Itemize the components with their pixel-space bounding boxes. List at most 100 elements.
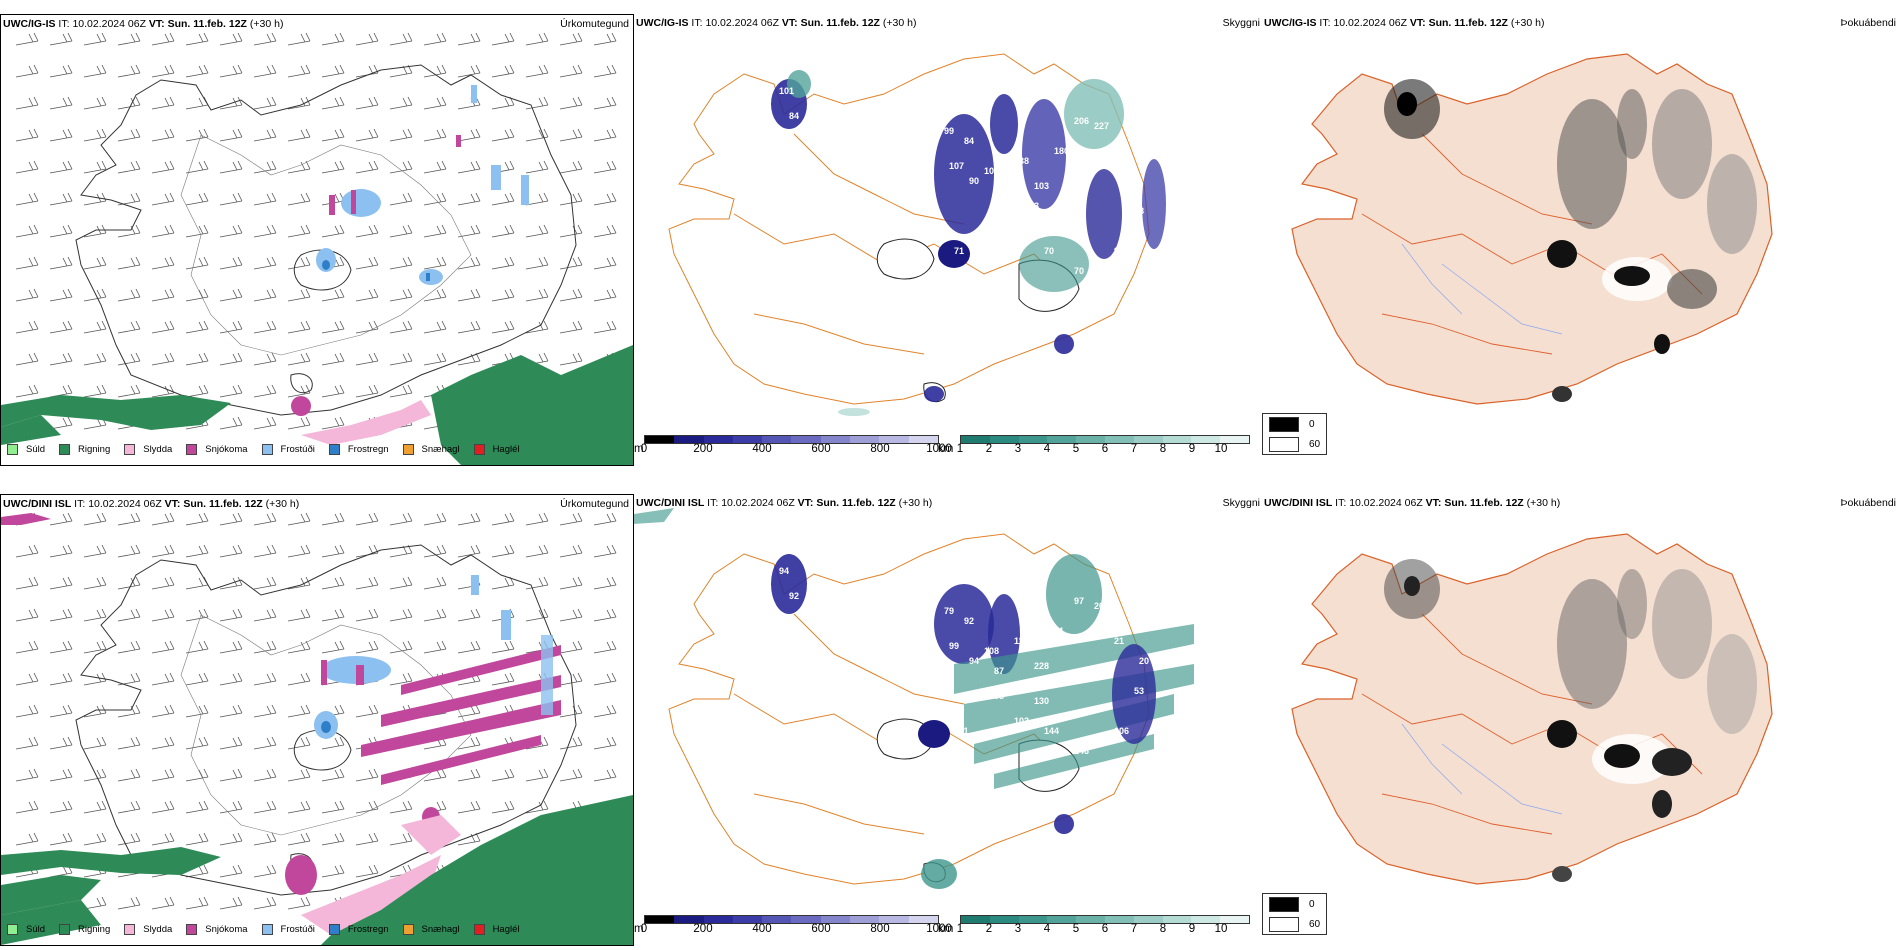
colorbar-segment <box>850 436 880 443</box>
wind-barb <box>219 320 243 334</box>
legend-label: Frostúði <box>280 924 315 935</box>
wind-barb <box>457 128 481 142</box>
wind-barb <box>83 128 107 142</box>
wind-barb <box>559 704 583 718</box>
colorbar-tick: 8 <box>1159 923 1167 935</box>
wind-barb <box>457 768 481 782</box>
legend-swatch <box>186 924 198 935</box>
visibility-colorbar-m: 0 200 400 600 800 1000 m <box>634 435 952 455</box>
colorbar-segment <box>1191 436 1221 443</box>
visibility-map-top: 101 84 99 84 107 90 106 138 153 103 73 180 206 227 84 7… <box>668 53 1166 416</box>
wind-barb <box>321 800 345 814</box>
colorbar-segment <box>674 916 704 923</box>
wind-barb <box>457 160 481 174</box>
legend-label: Súld <box>26 444 46 455</box>
wind-barb <box>355 96 379 110</box>
legend-swatch <box>124 444 136 455</box>
wind-barb <box>185 160 209 174</box>
wind-barb <box>491 256 515 270</box>
legend-label: Snæhagl <box>421 444 460 455</box>
wind-barb <box>83 96 107 110</box>
colorbar-tick: 1000 <box>926 443 952 455</box>
wind-barb <box>389 192 413 206</box>
wind-barb <box>559 768 583 782</box>
wind-barb <box>151 96 175 110</box>
wind-barb <box>83 64 107 78</box>
wind-barb <box>593 128 617 142</box>
visibility-value-label: 71 <box>954 246 964 256</box>
wind-barb <box>423 64 447 78</box>
wind-barb <box>389 256 413 270</box>
wind-barb <box>151 256 175 270</box>
legend-swatch <box>261 924 273 935</box>
cloud-map-top <box>1291 53 1773 405</box>
wind-barb <box>423 256 447 270</box>
cloud-legend-swatch <box>1269 896 1299 912</box>
wind-barb <box>287 352 311 366</box>
wind-barb <box>457 64 481 78</box>
wind-barb <box>287 192 311 206</box>
wind-barb <box>219 608 243 622</box>
visibility-value-label: 208 <box>989 691 1004 701</box>
colorbar-segment <box>908 916 938 923</box>
wind-barb <box>117 640 141 654</box>
legend-label: Súld <box>26 924 46 935</box>
wind-barb <box>525 32 549 46</box>
wind-barb <box>423 224 447 238</box>
colorbar-tick: 6 <box>1101 443 1109 455</box>
colorbar-segment <box>989 436 1019 443</box>
precip-areas <box>1 513 633 945</box>
wind-barb <box>491 640 515 654</box>
wind-barb <box>559 640 583 654</box>
colorbar-segment <box>703 436 733 443</box>
cloud-legend-label: 0 <box>1309 418 1315 430</box>
legend-item: Rigning <box>59 924 110 935</box>
wind-barb <box>559 512 583 526</box>
wind-barb <box>253 416 277 430</box>
colorbar-segment <box>1018 916 1048 923</box>
panel-title: Skyggni <box>1222 497 1260 509</box>
wind-barb <box>83 384 107 398</box>
legend-swatch <box>402 924 414 935</box>
wind-barb <box>491 128 515 142</box>
wind-barb <box>151 512 175 526</box>
wind-barb <box>253 704 277 718</box>
visibility-value-label: 73 <box>1029 201 1039 211</box>
wind-barb <box>151 192 175 206</box>
colorbar-tick: 800 <box>870 923 890 935</box>
panel-title: Þokuábendi <box>1840 497 1896 509</box>
visibility-value-label: 90 <box>969 176 979 186</box>
legend-label: Slydda <box>143 444 173 455</box>
colorbar-tick: 5 <box>1072 443 1080 455</box>
wind-barb <box>593 608 617 622</box>
wind-barb <box>253 64 277 78</box>
colorbar-tick: 7 <box>1130 923 1138 935</box>
unit-label: m <box>634 923 644 935</box>
colorbar-tick: 2 <box>985 923 993 935</box>
colorbar-tick: 10 <box>1214 443 1228 455</box>
wind-barb <box>593 736 617 750</box>
wind-barb <box>287 32 311 46</box>
colorbar-tick: 200 <box>693 443 713 455</box>
wind-barb <box>559 576 583 590</box>
wind-barb <box>83 640 107 654</box>
wind-barb <box>321 608 345 622</box>
wind-barb <box>593 64 617 78</box>
colorbar-segment <box>791 436 821 443</box>
colorbar-segment <box>1162 436 1192 443</box>
wind-barb <box>559 256 583 270</box>
wind-barb <box>389 384 413 398</box>
wind-barb <box>389 224 413 238</box>
wind-barb <box>83 320 107 334</box>
wind-barb <box>49 128 73 142</box>
colorbar-segment <box>762 916 792 923</box>
legend-item: Frostregn <box>328 444 389 455</box>
colorbar-tick: 3 <box>1014 443 1022 455</box>
wind-barb <box>355 768 379 782</box>
wind-barb <box>287 384 311 398</box>
wind-barb <box>185 192 209 206</box>
visibility-value-label: 153 <box>994 186 1009 196</box>
wind-barb <box>525 64 549 78</box>
wind-barb <box>287 160 311 174</box>
wind-barb <box>253 896 277 910</box>
